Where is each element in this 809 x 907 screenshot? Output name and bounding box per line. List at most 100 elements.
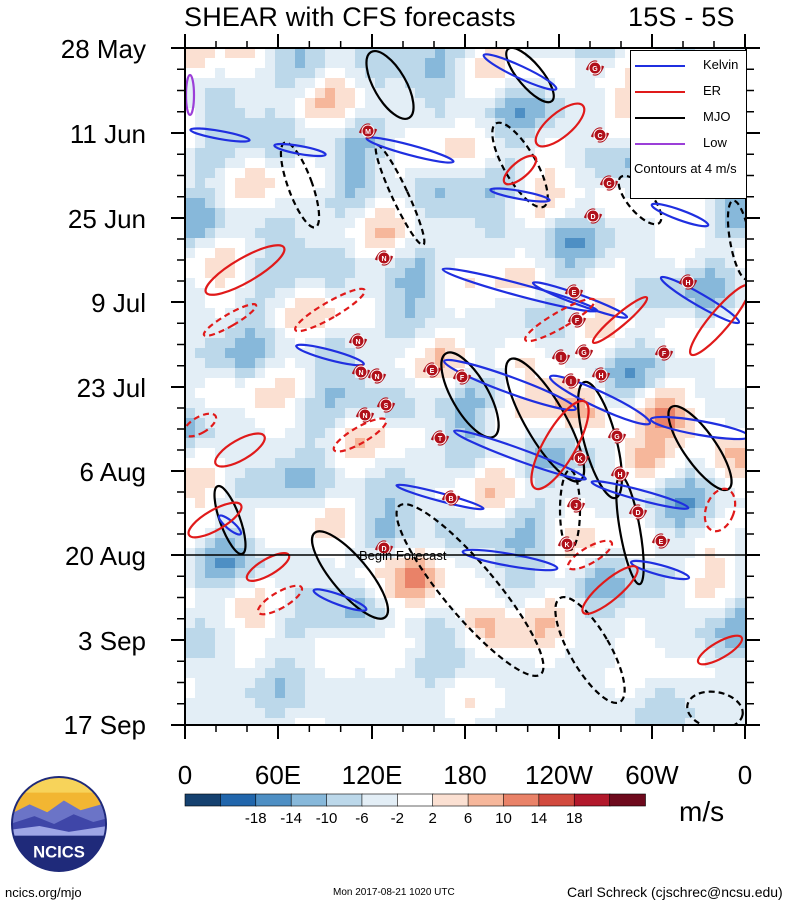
heat-cell [565, 58, 576, 69]
heat-cell [245, 298, 256, 309]
heat-cell [335, 78, 346, 89]
heat-cell [695, 228, 706, 239]
heat-cell [605, 658, 616, 669]
heat-cell [185, 198, 196, 209]
heat-cell [525, 598, 536, 609]
heat-cell [295, 48, 306, 59]
heat-cell [265, 48, 276, 59]
heat-cell [355, 48, 366, 59]
heat-cell [525, 668, 536, 679]
heat-cell [435, 228, 446, 239]
colorbar-tick-label: -6 [355, 810, 369, 827]
heat-cell [215, 128, 226, 139]
heat-cell [225, 448, 236, 459]
heat-cell [705, 328, 716, 339]
heat-cell [595, 638, 606, 649]
heat-cell [295, 168, 306, 179]
heat-cell [385, 308, 396, 319]
heat-cell [495, 638, 506, 649]
heat-cell [495, 568, 506, 579]
heat-cell [305, 508, 316, 519]
heat-cell [655, 268, 666, 279]
heat-cell [235, 368, 246, 379]
heat-cell [335, 58, 346, 69]
heat-cell [615, 558, 626, 569]
heat-cell [325, 58, 336, 69]
heat-cell [335, 258, 346, 269]
heat-cell [635, 288, 646, 299]
heat-cell [265, 428, 276, 439]
heat-cell [185, 658, 196, 669]
heat-cell [335, 388, 346, 399]
heat-cell [275, 498, 286, 509]
heat-cell [205, 168, 216, 179]
heat-cell [655, 708, 666, 719]
heat-cell [185, 378, 196, 389]
heat-cell [715, 608, 726, 619]
heat-cell [415, 528, 426, 539]
heat-cell [235, 568, 246, 579]
heat-cell [605, 538, 616, 549]
heat-cell [715, 268, 726, 279]
heat-cell [385, 648, 396, 659]
heat-cell [295, 308, 306, 319]
heat-cell [505, 568, 516, 579]
heat-cell [445, 178, 456, 189]
heat-cell [315, 628, 326, 639]
heat-cell [655, 718, 666, 725]
heat-cell [285, 438, 296, 449]
heat-cell [555, 188, 566, 199]
heat-cell [565, 518, 576, 529]
heat-cell [195, 718, 206, 725]
heat-cell [495, 498, 506, 509]
heat-cell [255, 538, 266, 549]
heat-cell [365, 678, 376, 689]
heat-cell [735, 528, 746, 539]
heat-cell [685, 698, 696, 709]
heat-cell [385, 638, 396, 649]
heat-cell [725, 268, 736, 279]
heat-cell [195, 198, 206, 209]
heat-cell [585, 438, 596, 449]
heat-cell [255, 118, 266, 129]
heat-cell [375, 558, 386, 569]
heat-cell [585, 418, 596, 429]
heat-cell [345, 698, 356, 709]
heat-cell [415, 48, 426, 59]
heat-cell [445, 418, 456, 429]
heat-cell [635, 198, 646, 209]
heat-cell [625, 468, 636, 479]
heat-cell [415, 348, 426, 359]
heat-cell [405, 418, 416, 429]
heat-cell [195, 468, 206, 479]
heat-cell [605, 388, 616, 399]
heat-cell [675, 528, 686, 539]
heat-cell [515, 58, 526, 69]
heat-cell [715, 518, 726, 529]
heat-cell [515, 488, 526, 499]
heat-cell [715, 468, 726, 479]
heat-cell [725, 628, 736, 639]
heat-cell [695, 488, 706, 499]
heat-cell [255, 258, 266, 269]
heat-cell [465, 228, 476, 239]
heat-cell [575, 578, 586, 589]
heat-cell [475, 368, 486, 379]
heat-cell [445, 368, 456, 379]
heat-cell [415, 268, 426, 279]
heat-cell [465, 338, 476, 349]
heat-cell [545, 718, 556, 725]
heat-cell [435, 548, 446, 559]
heat-cell [695, 388, 706, 399]
heat-cell [595, 168, 606, 179]
heat-cell [495, 248, 506, 259]
heat-cell [645, 388, 656, 399]
heat-cell [205, 548, 216, 559]
heat-cell [545, 398, 556, 409]
heat-cell [235, 298, 246, 309]
heat-cell [315, 238, 326, 249]
footer-url[interactable]: ncics.org/mjo [5, 885, 82, 900]
heat-cell [435, 78, 446, 89]
heat-cell [235, 588, 246, 599]
heat-cell [625, 218, 636, 229]
